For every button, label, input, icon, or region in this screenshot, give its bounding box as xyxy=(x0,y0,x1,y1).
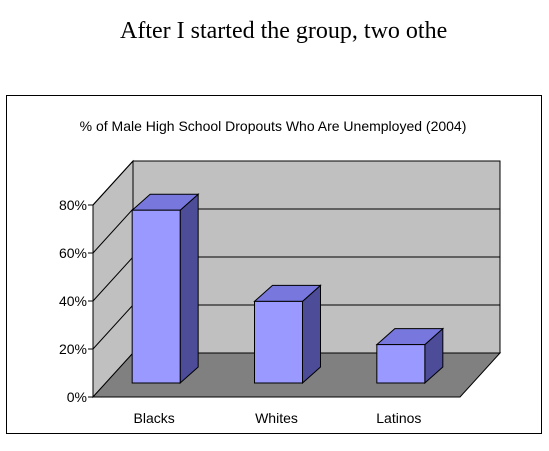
bar-front xyxy=(376,344,426,384)
y-tick-label: 20% xyxy=(59,341,87,357)
y-tick-label: 60% xyxy=(59,245,87,261)
bar xyxy=(253,284,322,385)
gridline-side xyxy=(92,256,134,302)
bar xyxy=(130,193,200,385)
bar-front xyxy=(131,209,181,384)
chart-title: % of Male High School Dropouts Who Are U… xyxy=(80,118,467,134)
x-tick-label: Latinos xyxy=(376,410,421,426)
y-tick-label: 80% xyxy=(59,197,87,213)
bar-side xyxy=(179,193,199,385)
gridline-side xyxy=(92,160,134,206)
x-tick-label: Blacks xyxy=(134,410,175,426)
gridline-side xyxy=(92,304,134,350)
document-text: After I started the group, two othe xyxy=(120,18,448,44)
gridline-side xyxy=(92,208,134,254)
bar-front xyxy=(254,300,303,384)
y-tick-label: 0% xyxy=(67,389,87,405)
y-tick-label: 40% xyxy=(59,293,87,309)
bar-side xyxy=(302,284,321,385)
bar xyxy=(375,327,445,385)
plot-area: 0% 20% 40% 60% 80% Blacks Whites Latinos xyxy=(59,159,502,426)
x-tick-label: Whites xyxy=(255,410,298,426)
